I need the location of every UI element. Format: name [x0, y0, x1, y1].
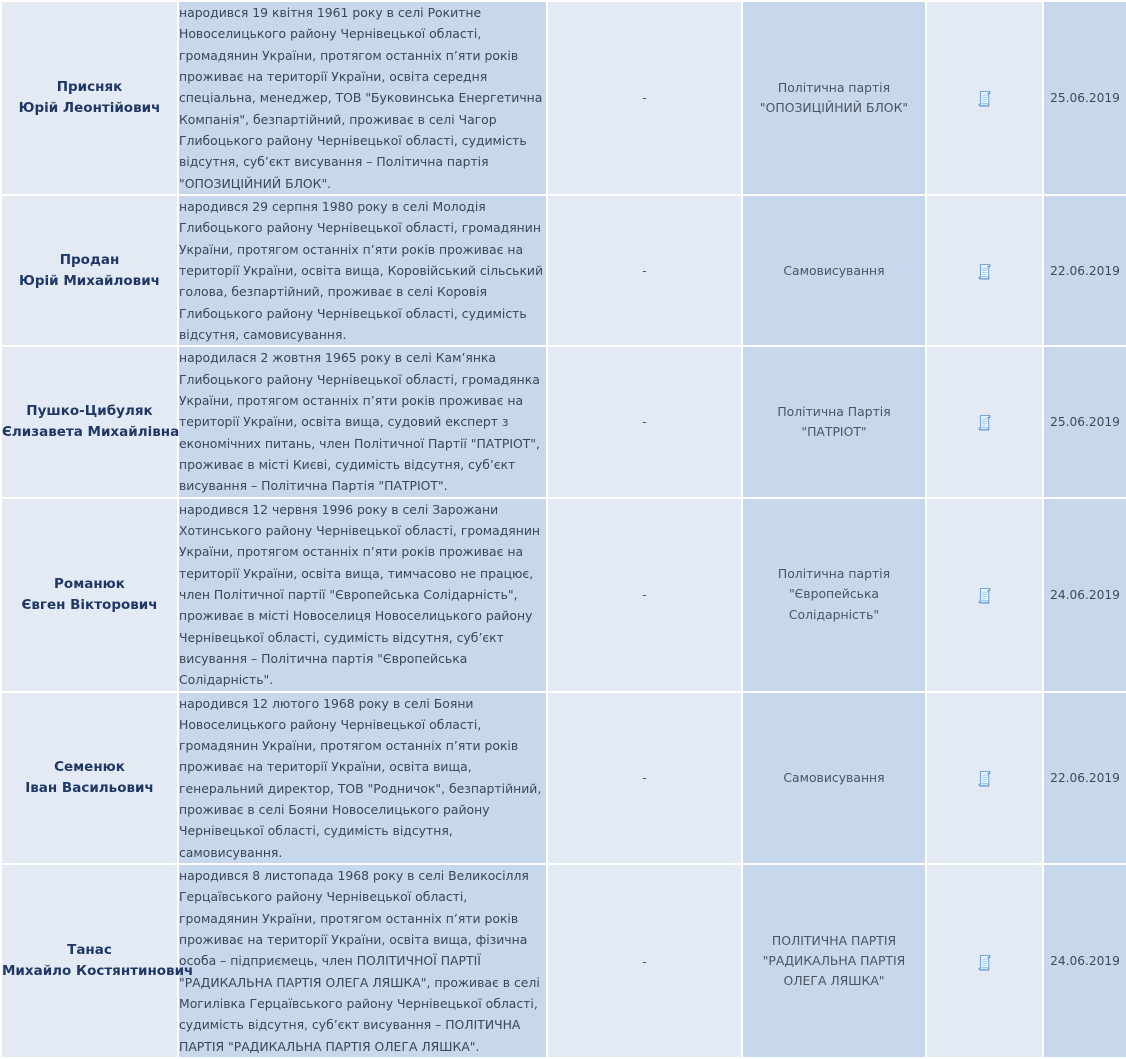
candidate-name-cell: Семенюк Іван Васильович [0, 690, 179, 866]
nominating-subject-cell: Самовисування [741, 690, 927, 866]
candidate-given-name: Іван Васильович [25, 779, 154, 796]
candidate-extra-cell: - [546, 345, 743, 499]
registration-date-cell: 22.06.2019 [1042, 690, 1126, 866]
candidate-surname: Пушко-Цибуляк [26, 402, 153, 419]
scroll-document-icon[interactable] [977, 954, 992, 971]
scroll-document-icon[interactable] [977, 770, 992, 787]
candidate-name-cell: Романюк Євген Вікторович [0, 496, 179, 693]
table-row: Продан Юрій Михайлович народився 29 серпня… [0, 193, 1126, 348]
candidate-surname: Присняк [56, 79, 123, 96]
candidate-name-cell: Продан Юрій Михайлович [0, 193, 179, 348]
nominating-subject-line: ОЛЕГА ЛЯШКА" [783, 973, 885, 989]
nominating-subject-line: Самовисування [783, 769, 885, 785]
registration-date-cell: 24.06.2019 [1042, 496, 1126, 693]
candidate-given-name: Єлизавета Михайлівна [2, 423, 180, 440]
candidate-surname: Танас [67, 942, 112, 959]
document-cell[interactable] [925, 193, 1044, 348]
candidate-surname: Семенюк [54, 758, 125, 775]
registration-date-cell: 22.06.2019 [1042, 193, 1126, 348]
candidate-surname: Продан [59, 251, 120, 268]
candidate-extra-cell: - [546, 0, 743, 196]
candidate-extra-cell: - [546, 193, 743, 348]
candidate-biography-cell: народився 29 серпня 1980 року в селі Мол… [177, 193, 548, 348]
nominating-subject-cell: Політична партія "Європейська Солідарніст… [741, 496, 927, 693]
nominating-subject-cell: Самовисування [741, 193, 927, 348]
nominating-subject-line: "РАДИКАЛЬНА ПАРТІЯ [762, 953, 906, 969]
nominating-subject-line: ПОЛІТИЧНА ПАРТІЯ [771, 932, 897, 948]
registration-date-cell: 25.06.2019 [1042, 0, 1126, 196]
nominating-subject-line: "ОПОЗИЦІЙНИЙ БЛОК" [759, 99, 909, 115]
document-cell[interactable] [925, 345, 1044, 499]
candidate-name-cell: Танас Михайло Костянтинович [0, 863, 194, 1059]
scroll-document-icon[interactable] [977, 90, 992, 107]
nominating-subject-line: Політична партія [777, 79, 891, 95]
nominating-subject-line: Політична Партія [777, 403, 891, 419]
scroll-document-icon[interactable] [977, 587, 992, 604]
registration-date-cell: 25.06.2019 [1042, 345, 1126, 499]
candidate-surname: Романюк [54, 575, 125, 592]
candidate-biography-cell: народився 19 квітня 1961 року в селі Рок… [177, 0, 548, 196]
candidate-given-name: Євген Вікторович [21, 596, 158, 613]
nominating-subject-line: "Європейська Солідарність" [788, 586, 880, 622]
nominating-subject-cell: ПОЛІТИЧНА ПАРТІЯ "РАДИКАЛЬНА ПАРТІЯ ОЛЕГА … [741, 863, 927, 1059]
document-cell[interactable] [925, 496, 1044, 693]
nominating-subject-cell: Політична Партія "ПАТРІОТ" [741, 345, 927, 499]
candidate-given-name: Юрій Михайлович [19, 272, 160, 289]
candidate-name-cell: Присняк Юрій Леонтійович [0, 0, 179, 196]
registration-date-cell: 24.06.2019 [1042, 863, 1126, 1059]
candidate-extra-cell: - [546, 863, 743, 1059]
candidate-biography-cell: народилася 2 жовтня 1965 року в селі Кам… [177, 345, 548, 499]
document-cell[interactable] [925, 0, 1044, 196]
table-row: Романюк Євген Вікторович народився 12 черв… [0, 496, 1126, 693]
nominating-subject-line: Політична партія [777, 566, 891, 582]
candidate-biography-cell: народився 8 листопада 1968 року в селі В… [177, 863, 548, 1059]
table-row: Семенюк Іван Васильович народився 12 лютог… [0, 690, 1126, 866]
document-cell[interactable] [925, 690, 1044, 866]
scroll-document-icon[interactable] [977, 414, 992, 431]
scroll-document-icon[interactable] [977, 263, 992, 280]
candidate-biography-cell: народився 12 червня 1996 року в селі Зар… [177, 496, 548, 693]
candidate-given-name: Юрій Леонтійович [18, 99, 161, 116]
document-cell[interactable] [925, 863, 1044, 1059]
candidate-extra-cell: - [546, 496, 743, 693]
candidate-extra-cell: - [546, 690, 743, 866]
table-row: Присняк Юрій Леонтійович народився 19 квіт… [0, 0, 1126, 196]
nominating-subject-cell: Політична партія "ОПОЗИЦІЙНИЙ БЛОК" [741, 0, 927, 196]
table-row: Пушко-Цибуляк Єлизавета Михайлівна народил… [0, 345, 1126, 499]
candidate-biography-cell: народився 12 лютого 1968 року в селі Боя… [177, 690, 548, 866]
nominating-subject-line: Самовисування [783, 262, 885, 278]
nominating-subject-line: "ПАТРІОТ" [801, 423, 867, 439]
candidate-given-name: Михайло Костянтинович [2, 963, 194, 980]
candidate-name-cell: Пушко-Цибуляк Єлизавета Михайлівна [0, 345, 180, 499]
table-row: Танас Михайло Костянтинович народився 8 ли… [0, 863, 1126, 1059]
